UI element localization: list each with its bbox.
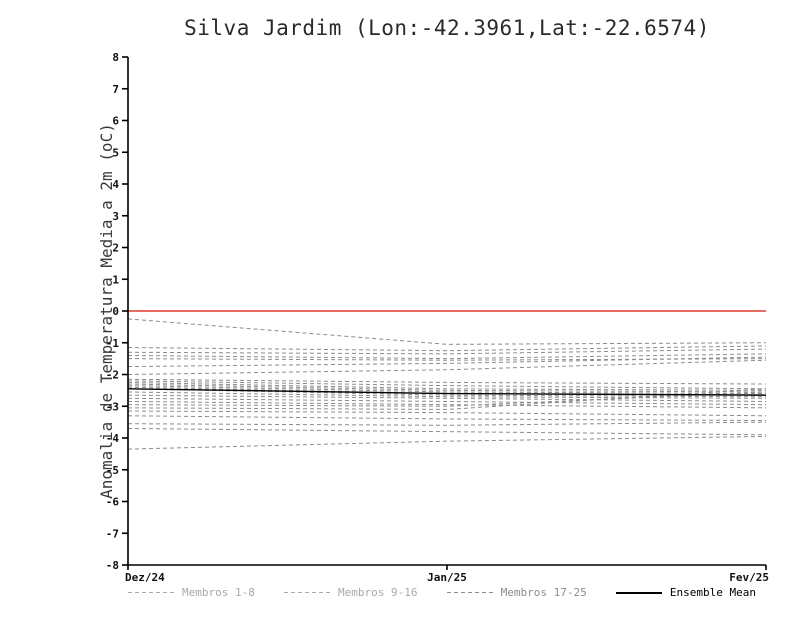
y-tick-label: 3 xyxy=(112,210,119,223)
member-line xyxy=(127,358,767,361)
member-line xyxy=(127,391,767,399)
x-tick-label: Fev/25 xyxy=(729,571,769,584)
member-line xyxy=(127,391,767,407)
y-tick-label: -8 xyxy=(106,559,119,572)
member-line xyxy=(127,353,767,360)
legend-item-members-9-16: Membros 9-16 xyxy=(284,586,418,599)
member-line xyxy=(127,394,767,402)
y-tick-label: 0 xyxy=(112,305,119,318)
member-line xyxy=(127,415,767,422)
y-tick-label: 8 xyxy=(112,51,119,64)
legend-label: Ensemble Mean xyxy=(669,586,756,599)
member-line xyxy=(127,378,767,385)
y-tick-label: 2 xyxy=(112,242,119,255)
y-tick-label: 4 xyxy=(112,178,119,191)
member-line xyxy=(127,385,767,395)
legend-label: Membros 9-16 xyxy=(338,586,418,599)
member-line xyxy=(127,318,767,345)
member-line xyxy=(127,427,767,436)
member-line xyxy=(127,397,767,406)
legend-dashed-line-sample xyxy=(128,592,174,593)
y-tick-label: -4 xyxy=(106,432,120,445)
y-tick-label: -1 xyxy=(106,337,120,350)
member-line xyxy=(127,388,767,410)
legend-solid-line-sample xyxy=(615,591,662,594)
x-tick-label: Jan/25 xyxy=(427,571,467,584)
legend-dashed-line-sample xyxy=(284,592,331,593)
y-tick-label: -5 xyxy=(106,464,119,477)
y-tick-label: -7 xyxy=(106,527,119,540)
legend-item-ensemble-mean: Ensemble Mean xyxy=(615,586,756,599)
legend-dashed-line-sample xyxy=(446,592,493,593)
legend-item-members-17-25: Membros 17-25 xyxy=(446,586,587,599)
member-line xyxy=(127,345,767,352)
chart-legend: Membros 1-8 Membros 9-16 Membros 17-25 E… xyxy=(128,586,756,599)
member-line xyxy=(127,356,767,368)
y-tick-label: 1 xyxy=(112,273,119,286)
member-line xyxy=(127,348,767,355)
y-tick-label: -6 xyxy=(106,496,120,509)
member-line xyxy=(127,400,767,409)
member-line xyxy=(127,383,767,393)
chart-title: Silva Jardim (Lon:-42.3961,Lat:-22.6574) xyxy=(184,16,710,40)
legend-label: Membros 17-25 xyxy=(500,586,587,599)
y-tick-label: -3 xyxy=(106,400,119,413)
y-tick-label: -2 xyxy=(106,369,119,382)
member-line xyxy=(127,435,767,450)
y-tick-label: 6 xyxy=(112,115,119,128)
member-line xyxy=(127,421,767,426)
member-line xyxy=(127,359,767,375)
member-line xyxy=(127,410,767,417)
y-tick-label: 5 xyxy=(112,146,119,159)
ensemble-mean-line xyxy=(127,388,767,396)
member-line xyxy=(127,381,767,391)
x-tick-label: Dez/24 xyxy=(125,571,165,584)
member-line xyxy=(127,386,767,396)
y-tick-label: 7 xyxy=(112,83,119,96)
member-line xyxy=(127,380,767,390)
legend-item-members-1-8: Membros 1-8 xyxy=(128,586,255,599)
legend-label: Membros 1-8 xyxy=(182,586,255,599)
